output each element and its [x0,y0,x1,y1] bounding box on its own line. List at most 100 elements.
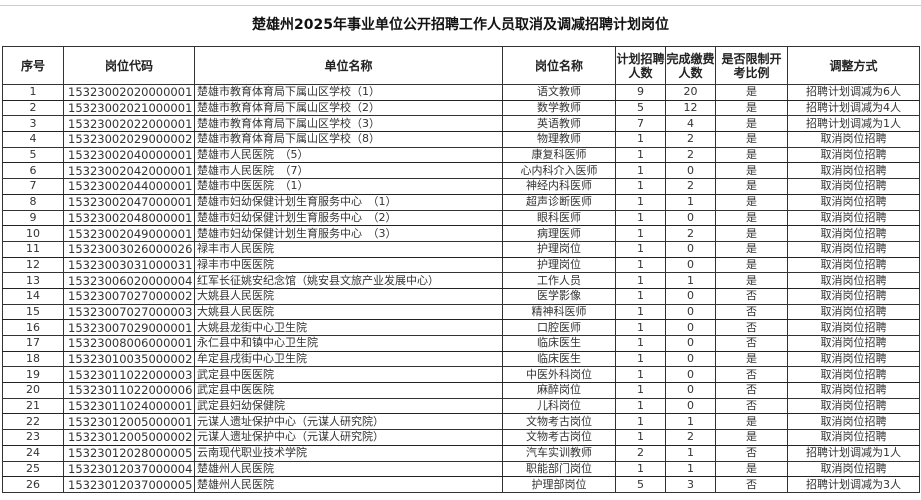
cell-index: 5 [2,146,64,164]
cell-position-code: 15323012005000001 [63,413,195,431]
cell-adjustment: 取消岗位招聘 [787,382,920,399]
cell-position-name: 病理医师 [502,225,616,242]
cell-index: 17 [2,335,64,352]
table-row: 5 15323002040000001 楚雄市人民医院 （5） 康复科医师 1 2 是取消岗… [2,146,920,164]
cell-ratio-limit: 是 [715,99,788,117]
cell-position-code: 15323010035000002 [63,350,195,368]
cell-planned-count: 1 [615,209,666,227]
cell-ratio-limit: 是 [715,84,788,101]
cell-adjustment: 取消岗位招聘 [787,413,920,431]
cell-position-name: 神经内科医师 [502,178,616,195]
page-title: 楚雄州2025年事业单位公开招聘工作人员取消及调减招聘计划岗位 [252,17,669,33]
cell-index: 22 [2,413,64,431]
cell-paid-count: 20 [665,84,716,101]
table-row: 14 15323007027000002 大姚县人民医院 医学影像 1 0 否取消岗位招聘 [2,287,920,305]
table-row: 11 15323003026000026 禄丰市人民医院 护理岗位 1 0 是取消岗位招聘 [2,240,920,258]
cell-unit-name: 楚雄市中医医院 （1） [194,178,503,195]
cell-unit-name: 楚雄州人民医院 [194,476,503,493]
cell-ratio-limit: 否 [715,476,788,493]
cell-adjustment: 取消岗位招聘 [787,256,920,274]
table-row: 22 15323012005000001 元谋人遗址保护中心（元谋人研究院） 文物考古… [2,413,920,431]
cell-ratio-limit: 是 [715,146,788,164]
cell-adjustment: 取消岗位招聘 [787,335,920,352]
cell-paid-count: 2 [665,146,716,164]
cell-position-name: 麻醉岗位 [502,382,616,399]
cell-adjustment: 取消岗位招聘 [787,193,920,211]
cell-position-code: 15323012028000005 [63,444,195,462]
cell-planned-count: 7 [615,115,666,133]
cell-position-name: 口腔医师 [502,319,616,336]
table-row: 13 15323006020000004 红军长征姚安纪念馆（姚安县文旅产业发展中心… [2,272,920,289]
cell-position-code: 15323007027000003 [63,303,195,321]
cell-planned-count: 1 [615,256,666,274]
cell-adjustment: 取消岗位招聘 [787,178,920,195]
cell-ratio-limit: 是 [715,460,788,478]
cell-ratio-limit: 否 [715,319,788,336]
cell-ratio-limit: 是 [715,240,788,258]
cell-position-code: 15323011024000001 [63,397,195,415]
cell-unit-name: 楚雄市人民医院 （5） [194,146,503,164]
cell-ratio-limit: 是 [715,225,788,242]
cell-index: 21 [2,397,64,415]
cell-index: 2 [2,99,64,117]
cell-planned-count: 1 [615,178,666,195]
cell-paid-count: 0 [665,240,716,258]
cell-adjustment: 招聘计划调减为6人 [787,84,920,101]
table-row: 17 15323008006000001 永仁县中和镇中心卫生院 临床医生 1 0 否取消岗… [2,335,920,352]
cell-position-name: 数学教师 [502,99,616,117]
cell-index: 11 [2,240,64,258]
cell-position-code: 15323002021000001 [63,99,195,117]
table-row: 8 15323002047000001 楚雄市妇幼保健计划生育服务中心 （1） 超声诊… [2,193,920,211]
cell-paid-count: 0 [665,256,716,274]
cell-planned-count: 1 [615,429,666,446]
cell-paid-count: 0 [665,397,716,415]
cell-position-code: 15323002049000001 [63,225,195,242]
cell-paid-count: 0 [665,366,716,384]
cell-planned-count: 1 [615,162,666,180]
table-row: 2 15323002021000001 楚雄市教育体育局下属山区学校（2） 数学教师 5… [2,99,920,117]
cell-planned-count: 1 [615,460,666,478]
cell-position-name: 文物考古岗位 [502,429,616,446]
cell-ratio-limit: 否 [715,382,788,399]
cell-ratio-limit: 否 [715,303,788,321]
cell-ratio-limit: 是 [715,115,788,133]
cell-planned-count: 1 [615,366,666,384]
cell-paid-count: 3 [665,476,716,493]
cell-paid-count: 0 [665,303,716,321]
cell-position-name: 护理岗位 [502,240,616,258]
cell-adjustment: 取消岗位招聘 [787,303,920,321]
cell-unit-name: 大姚县人民医院 [194,287,503,305]
table-row: 15 15323007027000003 大姚县人民医院 精神科医师 1 0 否取消岗位招聘 [2,303,920,321]
cell-adjustment: 取消岗位招聘 [787,287,920,305]
cell-index: 19 [2,366,64,384]
cell-position-name: 眼科医师 [502,209,616,227]
cell-adjustment: 取消岗位招聘 [787,131,920,148]
cell-paid-count: 1 [665,444,716,462]
table-row: 7 15323002044000001 楚雄市中医医院 （1） 神经内科医师 1 2 是取消… [2,178,920,195]
cell-paid-count: 1 [665,272,716,289]
cell-adjustment: 取消岗位招聘 [787,162,920,180]
cell-adjustment: 取消岗位招聘 [787,350,920,368]
cell-position-code: 15323011022000003 [63,366,195,384]
cell-position-code: 15323002022000001 [63,115,195,133]
cell-planned-count: 1 [615,319,666,336]
cell-index: 14 [2,287,64,305]
cell-paid-count: 2 [665,178,716,195]
cell-paid-count: 0 [665,382,716,399]
cell-planned-count: 1 [615,287,666,305]
cell-paid-count: 2 [665,131,716,148]
table-row: 4 15323002029000002 楚雄市教育体育局下属山区学校（8） 物理教师 1… [2,131,920,148]
table-row: 20 15323011022000006 武定县中医医院 麻醉岗位 1 0 否取消岗位招聘 [2,382,920,399]
cell-paid-count: 12 [665,99,716,117]
cell-index: 7 [2,178,64,195]
cell-position-name: 医学影像 [502,287,616,305]
cell-position-code: 15323002020000001 [63,84,195,101]
cell-unit-name: 元谋人遗址保护中心（元谋人研究院） [194,429,503,446]
cell-unit-name: 大姚县龙街中心卫生院 [194,319,503,336]
cell-position-name: 职能部门岗位 [502,460,616,478]
cell-index: 18 [2,350,64,368]
cell-unit-name: 武定县中医医院 [194,382,503,399]
cell-position-name: 心内科介入医师 [502,162,616,180]
cell-position-name: 精神科医师 [502,303,616,321]
cell-unit-name: 楚雄市教育体育局下属山区学校（3） [194,115,503,133]
